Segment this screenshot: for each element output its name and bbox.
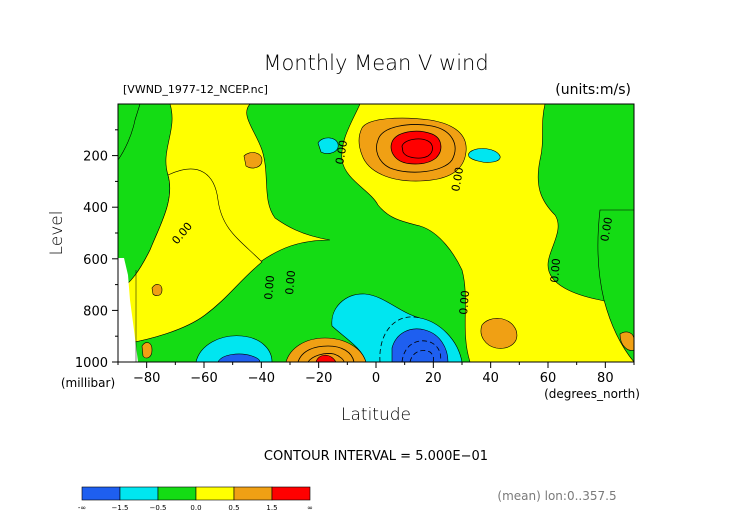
y-unit-label: (millibar) bbox=[61, 376, 115, 390]
contour-fill-cyan-surface-south bbox=[195, 335, 273, 362]
contour-fill-blue-surface-north bbox=[391, 328, 449, 362]
x-tick-label: −60 bbox=[190, 371, 217, 386]
contour-line-pos-3 bbox=[297, 345, 355, 362]
y-tick-label: 600 bbox=[83, 253, 108, 268]
x-tick-label: 80 bbox=[597, 371, 614, 386]
y-tick-label: 200 bbox=[83, 150, 108, 165]
y-axis: 200 400 600 800 1000 bbox=[75, 129, 118, 371]
colorbar-swatch bbox=[157, 486, 197, 501]
contour-line-neg-1 bbox=[401, 340, 442, 362]
contour-line-pos-4 bbox=[307, 353, 345, 362]
contour-label-d: 0.00 bbox=[262, 275, 277, 301]
x-unit-label: (degrees_north) bbox=[544, 387, 640, 401]
contour-fill-cyan-upper-1 bbox=[317, 137, 339, 154]
colorbar-swatch bbox=[271, 486, 311, 501]
x-axis: −80 −60 −40 −20 0 20 40 60 80 bbox=[117, 362, 635, 386]
contour-label-a: 0.00 bbox=[333, 139, 350, 165]
y-axis-title: Level bbox=[47, 211, 67, 256]
contour-label-g: 0.00 bbox=[548, 258, 563, 284]
contour-fill-red-jet-core bbox=[390, 130, 442, 165]
chart-title: Monthly Mean V wind bbox=[263, 51, 488, 75]
colorbar-swatch bbox=[233, 486, 273, 501]
contour-field bbox=[118, 104, 634, 362]
x-axis-title: Latitude bbox=[341, 405, 411, 425]
contour-fill-orange-small-c bbox=[141, 342, 153, 359]
contour-fill-yellow-pocket bbox=[118, 168, 263, 346]
y-tick-label: 400 bbox=[83, 201, 108, 216]
y-tick-label: 1000 bbox=[75, 356, 108, 371]
contour-fill-orange-small-a bbox=[243, 152, 263, 169]
missing-data-region bbox=[118, 258, 138, 362]
contour-labels: 0.00 0.00 0.00 0.00 0.00 0.00 0.00 0.00 bbox=[169, 139, 615, 315]
contour-fill-cyan-upper-2 bbox=[468, 148, 501, 163]
colorbar-swatch bbox=[81, 486, 121, 501]
contour-line-neg-2 bbox=[409, 350, 434, 362]
contour-fill-orange-east-edge bbox=[619, 331, 634, 351]
colorbar-swatch bbox=[119, 486, 159, 501]
colorbar-label: −1.5 bbox=[112, 504, 129, 512]
contour-fill-blue-surface-south bbox=[217, 353, 261, 362]
contour-interval-label: CONTOUR INTERVAL = 5.000E−01 bbox=[264, 449, 488, 464]
contour-label-b: 0.00 bbox=[449, 166, 466, 192]
x-tick-label: −20 bbox=[305, 371, 332, 386]
contour-fill-green-right-lower bbox=[597, 209, 634, 362]
x-tick-label: 20 bbox=[425, 371, 442, 386]
contour-label-e: 0.00 bbox=[283, 270, 298, 296]
contour-line-pos-1 bbox=[376, 124, 456, 173]
dataset-label: [VWND_1977-12_NCEP.nc] bbox=[123, 83, 268, 96]
colorbar-swatch bbox=[195, 486, 235, 501]
contour-label-h: 0.00 bbox=[598, 216, 615, 242]
x-tick-label: 60 bbox=[540, 371, 557, 386]
colorbar-label: ∞ bbox=[307, 504, 313, 512]
contour-fill-orange-small-b bbox=[151, 284, 163, 296]
colorbar: -∞ −1.5 −0.5 0.0 0.5 1.5 ∞ bbox=[78, 486, 313, 512]
colorbar-label: −0.5 bbox=[150, 504, 167, 512]
x-tick-label: −80 bbox=[133, 371, 160, 386]
contour-fill-orange-se bbox=[480, 318, 518, 349]
contour-line-pos-2 bbox=[401, 138, 433, 159]
x-tick-label: −40 bbox=[248, 371, 275, 386]
contour-label-f: 0.00 bbox=[457, 290, 472, 316]
contour-line-neg-3 bbox=[379, 316, 421, 362]
x-tick-label: 0 bbox=[372, 371, 380, 386]
colorbar-label: 1.5 bbox=[266, 504, 277, 512]
colorbar-label: 0.5 bbox=[228, 504, 239, 512]
colorbar-label: 0.0 bbox=[190, 504, 201, 512]
y-tick-label: 800 bbox=[83, 304, 108, 319]
x-tick-label: 40 bbox=[482, 371, 499, 386]
averaging-label: (mean) lon:0..357.5 bbox=[497, 489, 616, 503]
colorbar-label: -∞ bbox=[78, 504, 86, 512]
units-label: (units:m/s) bbox=[555, 82, 631, 98]
